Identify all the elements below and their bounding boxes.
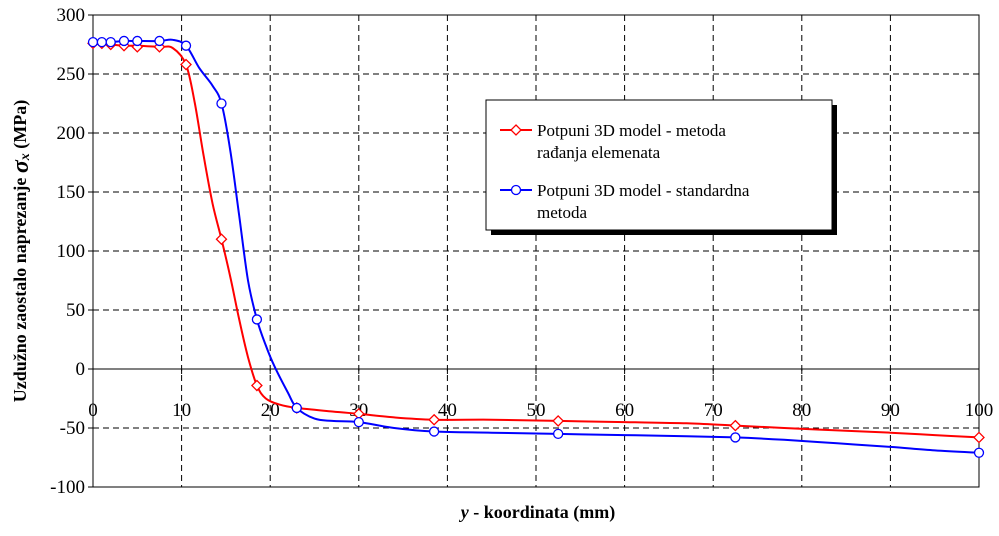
legend-entry-1: Potpuni 3D model - metoda rađanja elemena… [500,121,726,162]
data-point [353,416,364,428]
data-point [105,36,116,48]
x-axis-title: y - koordinata (mm) [459,502,616,523]
data-point [730,432,741,443]
data-point [250,379,263,392]
legend-label: Potpuni 3D model - metoda [537,121,726,140]
data-point [973,431,985,444]
y-tick-label: 0 [76,359,86,380]
data-point [96,36,108,48]
y-axis-title-symbol: σ [8,159,34,173]
x-tick-label: 60 [615,400,634,421]
x-tick-label: 100 [965,400,994,421]
data-point [87,36,99,48]
y-tick-label: -50 [60,418,85,439]
y-tick-label: 200 [57,123,86,144]
legend-marker [510,124,522,136]
y-tick-label: 150 [57,182,86,203]
data-point [216,98,227,109]
legend: Potpuni 3D model - metoda rađanja elemena… [485,99,837,235]
y-axis-title-main: Uzdužno zaostalo naprezanje [10,173,30,402]
data-point [180,40,192,51]
y-axis-title-unit: (MPa) [10,100,31,153]
y-tick-label: 100 [57,241,86,262]
x-tick-label: 50 [527,400,546,421]
x-tick-label: 70 [704,400,723,421]
data-point [428,426,440,437]
legend-entry-2: Potpuni 3D model - standardna metoda [500,181,750,222]
data-point [215,233,228,246]
x-axis-title-rest: - koordinata (mm) [469,502,616,523]
legend-label: metoda [537,203,587,222]
data-point [552,415,565,427]
data-point [291,402,302,414]
x-tick-label: 90 [881,400,900,421]
y-axis-title-subscript: x [18,153,33,161]
data-point [428,413,441,426]
data-point [154,35,165,47]
data-point [180,58,192,71]
data-point [973,447,985,458]
y-tick-labels: -100 -50 0 50 100 150 200 250 300 [50,5,93,498]
series-layer [87,35,985,458]
data-point [251,314,263,325]
x-tick-label: 10 [172,400,191,421]
x-tick-label: 0 [88,400,98,421]
series-line [92,38,980,454]
y-axis-title: Uzdužno zaostalo naprezanje σx (MPa) [8,100,34,403]
y-tick-label: 50 [66,300,85,321]
x-axis-title-variable: y [459,502,470,522]
legend-marker [510,184,522,196]
y-tick-label: 250 [57,64,86,85]
legend-box [485,99,833,231]
legend-label: rađanja elemenata [537,143,661,162]
data-point [553,428,564,440]
y-tick-label: 300 [57,5,86,26]
y-tick-label: -100 [50,477,85,498]
legend-entries: Potpuni 3D model - metoda rađanja elemena… [500,121,750,222]
legend-label: Potpuni 3D model - standardna [537,181,750,200]
data-point [118,35,130,47]
data-point [729,419,742,432]
data-point [132,35,143,47]
x-tick-label: 40 [438,400,457,421]
x-tick-label: 80 [792,400,811,421]
series-2 [87,35,985,458]
x-tick-label: 20 [261,400,280,421]
x-tick-labels: 0102030405060708090100 [88,368,994,421]
